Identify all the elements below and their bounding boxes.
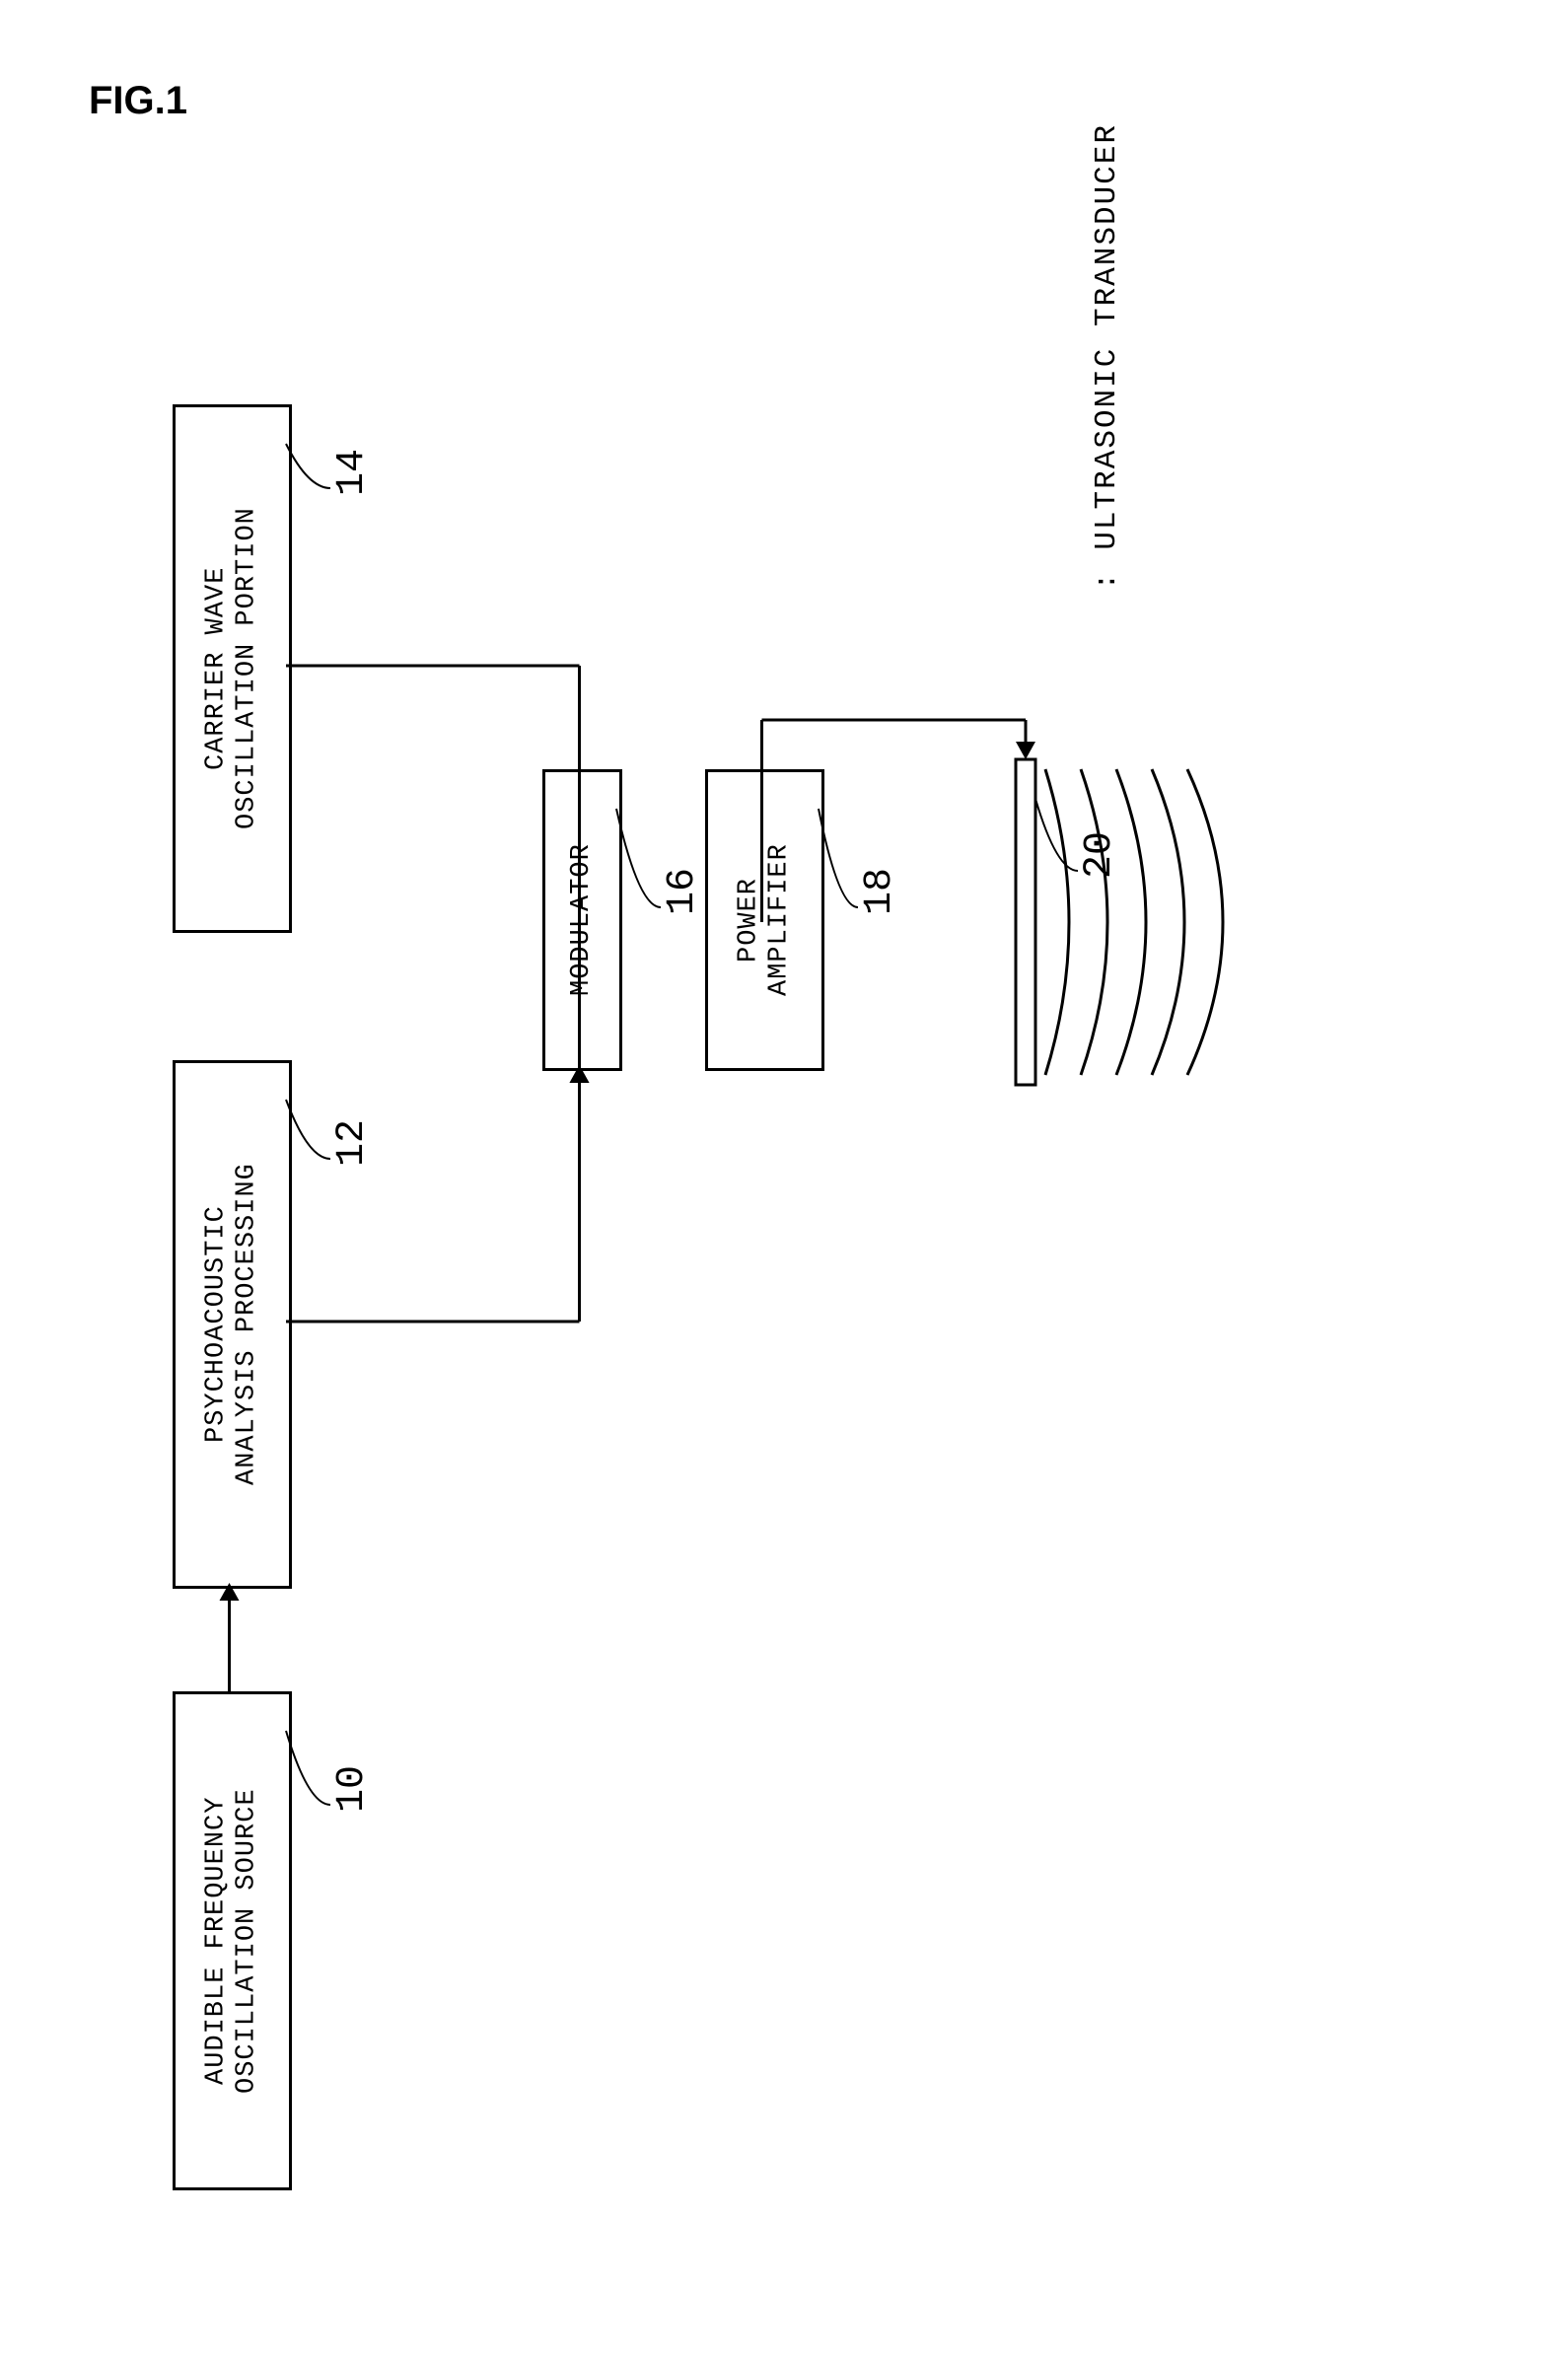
block-power-amplifier: POWER AMPLIFIER: [705, 769, 824, 1071]
refnum-10: 10: [330, 1765, 375, 1813]
refnum-12: 12: [330, 1119, 375, 1167]
page-root: FIG.1 AUDIBLE FREQUENCY OSCILLATION SOUR…: [0, 0, 1568, 2359]
label-ultrasonic-transducer: : ULTRASONIC TRANSDUCER: [1090, 123, 1124, 591]
block-modulator: MODULATOR: [542, 769, 622, 1071]
refnum-16: 16: [661, 868, 705, 915]
figure-label: FIG.1: [89, 79, 187, 123]
block-psychoacoustic-analysis: PSYCHOACOUSTIC ANALYSIS PROCESSING: [173, 1060, 292, 1589]
block-carrier-wave-osc: CARRIER WAVE OSCILLATION PORTION: [173, 404, 292, 933]
refnum-14: 14: [330, 449, 375, 496]
block-audible-freq-osc-source: AUDIBLE FREQUENCY OSCILLATION SOURCE: [173, 1691, 292, 2190]
refnum-18: 18: [858, 868, 902, 915]
refnum-20: 20: [1078, 831, 1122, 879]
